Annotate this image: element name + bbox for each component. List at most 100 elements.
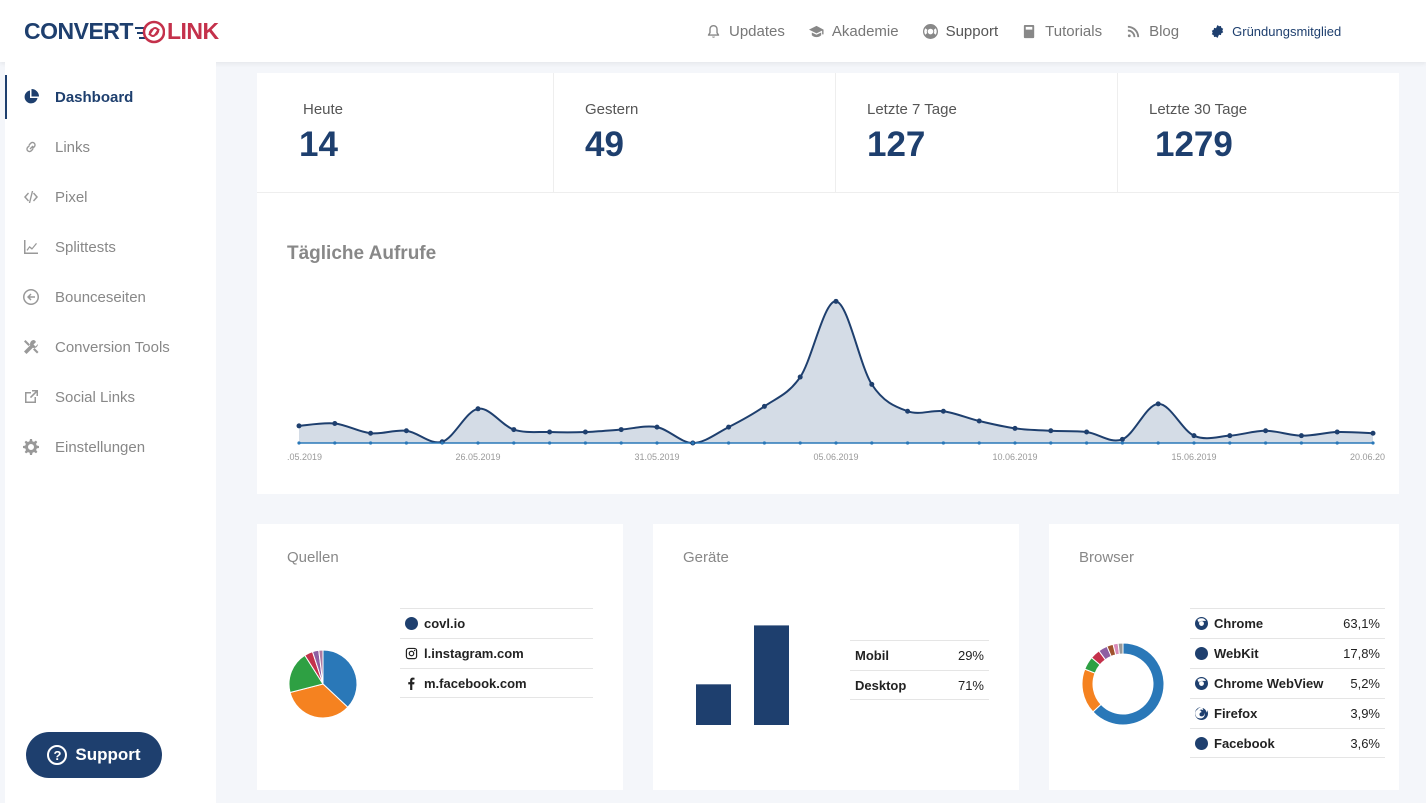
- data-point[interactable]: [296, 423, 302, 429]
- device-label: Mobil: [855, 648, 889, 663]
- data-point[interactable]: [582, 429, 588, 435]
- pie-slice[interactable]: [1081, 668, 1102, 713]
- list-item[interactable]: covl.io: [400, 608, 593, 638]
- pie-slice[interactable]: [318, 649, 324, 685]
- list-item[interactable]: Chrome WebView 5,2%: [1190, 668, 1385, 698]
- sidebar-item-dashboard[interactable]: Dashboard: [5, 75, 216, 119]
- browser-percent: 3,9%: [1350, 706, 1380, 721]
- browser-donut-chart: [1081, 642, 1165, 726]
- stat-label: Letzte 7 Tage: [867, 101, 957, 118]
- stat-value: 127: [867, 125, 926, 164]
- data-point[interactable]: [976, 418, 982, 424]
- data-point[interactable]: [1334, 429, 1340, 435]
- sidebar-item-einstellungen[interactable]: Einstellungen: [5, 425, 216, 469]
- data-point[interactable]: [618, 427, 624, 433]
- browser-label: Chrome: [1214, 616, 1264, 631]
- baseline-point: [1335, 441, 1339, 445]
- pie-slice[interactable]: [1117, 642, 1124, 655]
- pie-chart-icon: [24, 89, 39, 104]
- data-point[interactable]: [403, 428, 409, 434]
- chart-title: Tägliche Aufrufe: [287, 243, 437, 264]
- graduation-cap-icon: [808, 25, 824, 37]
- data-point[interactable]: [1191, 433, 1197, 439]
- arrow-left-circle-icon: [23, 289, 39, 305]
- data-point[interactable]: [905, 408, 911, 414]
- baseline-point: [834, 441, 838, 445]
- brand-logo[interactable]: CONVERT LINK: [24, 18, 219, 45]
- sidebar-item-label: Bounceseiten: [55, 288, 146, 306]
- data-point[interactable]: [1298, 433, 1304, 439]
- tools-icon: [24, 340, 39, 354]
- list-item[interactable]: Desktop 71%: [850, 670, 989, 700]
- list-item[interactable]: m.facebook.com: [400, 668, 593, 698]
- data-point[interactable]: [1119, 436, 1125, 442]
- data-point[interactable]: [761, 403, 767, 409]
- stat-letzte-7-tage: Letzte 7 Tage 127: [836, 73, 1118, 193]
- browser-label: Chrome WebView: [1214, 676, 1324, 691]
- data-point[interactable]: [1048, 428, 1054, 434]
- member-badge[interactable]: Gründungsmitglied: [1211, 24, 1341, 39]
- data-point[interactable]: [332, 420, 338, 426]
- data-point[interactable]: [869, 381, 875, 387]
- sidebar-item-splittests[interactable]: Splittests: [5, 225, 216, 269]
- brand-part-2: LINK: [166, 18, 219, 44]
- data-point[interactable]: [368, 430, 374, 436]
- data-point[interactable]: [833, 298, 839, 304]
- sidebar-item-conversion-tools[interactable]: Conversion Tools: [5, 325, 216, 369]
- sidebar-item-bounceseiten[interactable]: Bounceseiten: [5, 275, 216, 319]
- data-point[interactable]: [1084, 429, 1090, 435]
- sidebar-item-label: Splittests: [55, 238, 116, 256]
- pie-slice[interactable]: [322, 649, 358, 708]
- data-point[interactable]: [1155, 401, 1161, 407]
- sidebar-item-label: Einstellungen: [55, 438, 146, 456]
- globe-icon: [405, 617, 418, 630]
- baseline-point: [1192, 441, 1196, 445]
- sidebar-item-social-links[interactable]: Social Links: [5, 375, 216, 419]
- pie-slice[interactable]: [288, 654, 324, 694]
- list-item[interactable]: Mobil 29%: [850, 640, 989, 670]
- data-point[interactable]: [726, 424, 732, 430]
- sources-title: Quellen: [287, 549, 339, 566]
- source-label: covl.io: [424, 616, 466, 631]
- x-tick-label: 15.06.2019: [1171, 452, 1216, 462]
- nav-support[interactable]: Support: [922, 23, 998, 40]
- baseline-point: [762, 441, 766, 445]
- pie-slice[interactable]: [289, 683, 349, 719]
- list-item[interactable]: Chrome 63,1%: [1190, 608, 1385, 638]
- facebook-icon: [408, 677, 415, 690]
- data-point[interactable]: [1012, 425, 1018, 431]
- list-item[interactable]: WebKit 17,8%: [1190, 638, 1385, 668]
- data-point[interactable]: [511, 427, 517, 433]
- nav-updates-label: Updates: [729, 22, 785, 40]
- list-item[interactable]: l.instagram.com: [400, 638, 593, 668]
- nav-updates[interactable]: Updates: [706, 23, 785, 40]
- daily-views-chart: .05.2019 26.05.2019 31.05.2019 05.06.2019 10…: [287, 298, 1385, 462]
- sidebar-item-links[interactable]: Links: [5, 125, 216, 169]
- sidebar-item-label: Conversion Tools: [55, 338, 170, 356]
- chain-link-logo-icon: [134, 20, 165, 43]
- bell-icon: [707, 24, 720, 38]
- data-point[interactable]: [547, 429, 553, 435]
- nav-blog[interactable]: Blog: [1126, 23, 1179, 40]
- bar[interactable]: [754, 625, 789, 725]
- x-tick-label: 20.06.20: [1350, 452, 1385, 462]
- firefox-icon: [1195, 707, 1208, 720]
- support-button[interactable]: ? Support: [26, 732, 162, 778]
- data-point[interactable]: [1227, 433, 1233, 439]
- data-point[interactable]: [797, 374, 803, 380]
- data-point[interactable]: [654, 424, 660, 430]
- list-item[interactable]: Firefox 3,9%: [1190, 698, 1385, 728]
- data-point[interactable]: [1370, 430, 1376, 436]
- nav-akademie[interactable]: Akademie: [808, 23, 899, 40]
- data-point[interactable]: [940, 408, 946, 414]
- baseline-point: [297, 441, 301, 445]
- data-point[interactable]: [475, 406, 481, 412]
- bar[interactable]: [696, 684, 731, 725]
- data-point[interactable]: [1263, 428, 1269, 434]
- nav-tutorials[interactable]: Tutorials: [1022, 23, 1102, 40]
- list-item[interactable]: Facebook 3,6%: [1190, 728, 1385, 758]
- x-tick-label: 26.05.2019: [455, 452, 500, 462]
- daily-views-card: Tägliche Aufrufe .05.2019 26.05.2019 31.05…: [257, 193, 1399, 494]
- sidebar-item-pixel[interactable]: Pixel: [5, 175, 216, 219]
- sidebar-item-label: Links: [55, 138, 91, 156]
